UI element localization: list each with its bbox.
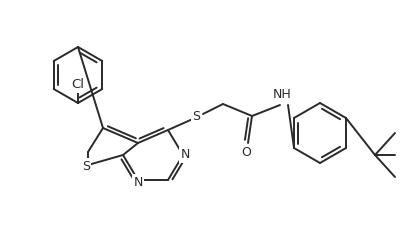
Text: N: N xyxy=(180,149,190,162)
Text: S: S xyxy=(82,160,90,173)
Text: O: O xyxy=(241,145,251,158)
Text: S: S xyxy=(192,109,200,122)
Text: Cl: Cl xyxy=(71,78,84,91)
Text: NH: NH xyxy=(273,89,291,102)
Text: N: N xyxy=(133,175,143,188)
